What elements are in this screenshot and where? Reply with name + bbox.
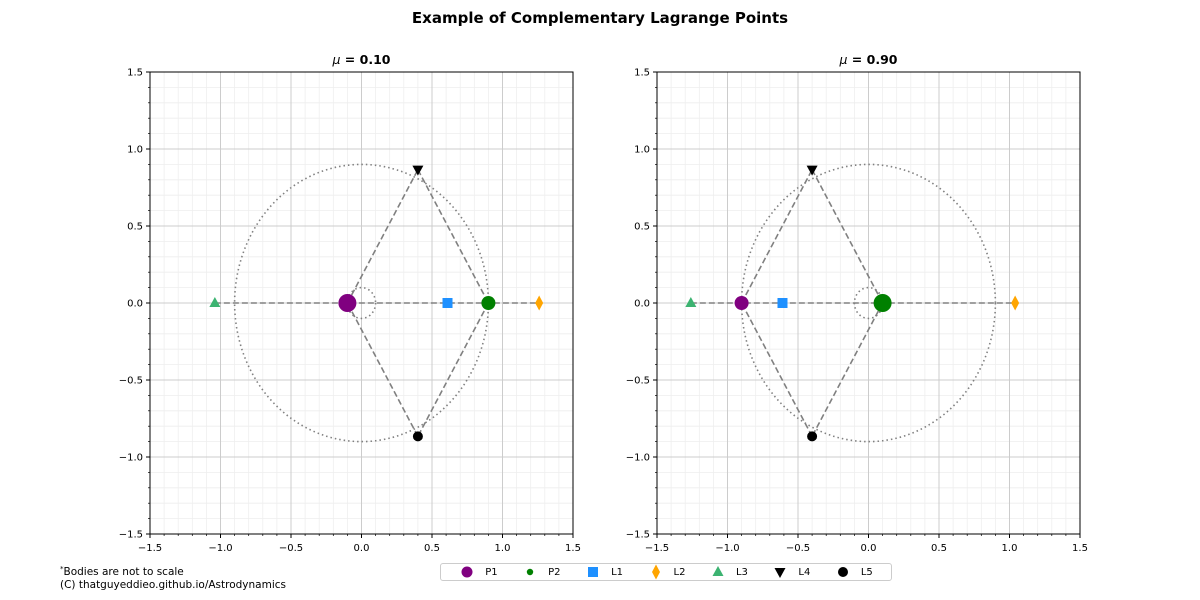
x-tick-label: −1.0 <box>208 543 232 554</box>
legend-item-L5: L5 <box>835 564 873 580</box>
y-tick-label: 1.0 <box>634 145 650 156</box>
legend-marker-P1 <box>461 566 473 578</box>
legend-item-P2: P2 <box>522 564 561 580</box>
legend-item-L1: L1 <box>585 564 623 580</box>
subplot-title-value: = 0.10 <box>340 52 390 67</box>
y-tick-label: 0.5 <box>634 222 650 233</box>
footnote-star: * <box>60 565 64 573</box>
subplot-title-symbol: μ <box>839 52 848 67</box>
x-tick-label: 0.0 <box>354 543 370 554</box>
y-tick-label: −1.0 <box>119 453 143 464</box>
footnote-scale-text: Bodies are not to scale <box>63 566 184 578</box>
guide-line-L4-P2 <box>417 169 490 304</box>
y-tick-label: 1.5 <box>634 68 650 79</box>
orbit-circle-2 <box>740 163 997 443</box>
legend-item-L3: L3 <box>710 564 748 580</box>
legend-item-L4: L4 <box>772 564 810 580</box>
legend-marker-icon <box>588 567 599 577</box>
point-L2 <box>1011 295 1020 311</box>
point-L5 <box>412 431 423 442</box>
y-tick-label: −0.5 <box>119 376 143 387</box>
legend-marker-L3 <box>712 566 724 576</box>
legend-label: P2 <box>548 566 561 578</box>
legend-marker-L4 <box>774 568 786 578</box>
legend-label: L5 <box>860 566 873 578</box>
point-L5 <box>807 431 818 442</box>
y-tick-label: 1.0 <box>127 145 143 156</box>
subplot-title-value: = 0.90 <box>847 52 897 67</box>
y-tick-label: −0.5 <box>626 376 650 387</box>
point-P1 <box>734 296 749 310</box>
guide-line-L4-P2 <box>811 169 884 304</box>
x-tick-label: 0.0 <box>861 543 877 554</box>
y-tick-label: 0.5 <box>127 222 143 233</box>
legend-marker-icon <box>461 566 473 578</box>
legend-label: L4 <box>798 566 811 578</box>
tick-labels: −1.5 −1.0 −0.5 0.0 0.5 1.0 1.5 −1.5 −1.0 −0.5 0.0 0… <box>626 68 1088 555</box>
tick-labels: −1.5 −1.0 −0.5 0.0 0.5 1.0 1.5 −1.5 −1.0 −0.5 0.0 0… <box>119 68 581 555</box>
footnote-copyright: (C) thatguyeddieo.github.io/Astrodynamic… <box>60 579 286 591</box>
legend-marker-L1 <box>588 567 599 577</box>
point-L4 <box>412 165 424 176</box>
x-tick-label: 0.5 <box>931 543 947 554</box>
y-tick-label: −1.0 <box>626 453 650 464</box>
y-tick-label: 0.0 <box>127 299 143 310</box>
figure-title: Example of Complementary Lagrange Points <box>411 9 789 27</box>
point-L1 <box>442 298 453 308</box>
x-tick-label: 1.0 <box>1002 543 1018 554</box>
subplot-title: μ = 0.90 <box>839 52 898 67</box>
subplot-2: −1.5 −1.0 −0.5 0.0 0.5 1.0 1.5 −1.5 −1.0 −0.5 0.0 0… <box>626 52 1088 554</box>
legend-marker-icon <box>712 566 724 576</box>
legend-item-L2: L2 <box>648 564 686 580</box>
guide-line-P1-L4 <box>346 169 419 304</box>
subplot-1: −1.5 −1.0 −0.5 0.0 0.5 1.0 1.5 −1.5 −1.0 −0.5 0.0 0… <box>119 52 581 554</box>
legend-label: L3 <box>735 566 748 578</box>
x-tick-label: −0.5 <box>279 543 303 554</box>
point-P1 <box>338 294 357 312</box>
guide-line-P2-L5 <box>417 302 490 437</box>
x-tick-label: −1.0 <box>715 543 739 554</box>
guide-line-P2-L5 <box>811 302 884 437</box>
y-tick-label: −1.5 <box>119 530 143 541</box>
guide-line-P1-L4 <box>740 169 813 304</box>
footnote-scale-note: *Bodies are not to scale <box>60 565 184 578</box>
legend-marker-icon <box>651 564 660 580</box>
x-tick-label: −1.5 <box>138 543 162 554</box>
legend-marker-icon <box>526 568 534 576</box>
x-tick-label: −0.5 <box>786 543 810 554</box>
x-tick-label: 1.5 <box>1072 543 1088 554</box>
x-tick-label: −1.5 <box>645 543 669 554</box>
y-tick-label: 1.5 <box>127 68 143 79</box>
point-P2 <box>481 296 496 310</box>
legend-marker-icon <box>774 568 786 578</box>
guide-line-L5-P1 <box>346 302 419 437</box>
legend-marker-L5 <box>837 567 848 577</box>
subplot-title-symbol: μ <box>332 52 341 67</box>
point-L4 <box>806 165 818 176</box>
point-L2 <box>535 295 544 311</box>
legend-label: P1 <box>485 566 498 578</box>
legend: P1 P2 L1 L2 L3 L4 L5 <box>440 563 892 581</box>
legend-label: L2 <box>673 566 686 578</box>
legend-item-P1: P1 <box>459 564 498 580</box>
point-P2 <box>873 294 892 312</box>
x-tick-label: 1.0 <box>495 543 511 554</box>
legend-marker-P2 <box>526 568 534 576</box>
legend-label: L1 <box>611 566 623 578</box>
point-L3 <box>209 297 221 307</box>
y-tick-label: 0.0 <box>634 299 650 310</box>
point-L3 <box>685 297 697 307</box>
point-L1 <box>777 298 788 308</box>
x-tick-label: 1.5 <box>565 543 581 554</box>
y-tick-label: −1.5 <box>626 530 650 541</box>
guide-line-L5-P1 <box>740 302 813 437</box>
subplot-title: μ = 0.10 <box>332 52 391 67</box>
legend-marker-L2 <box>651 564 660 580</box>
x-tick-label: 0.5 <box>424 543 440 554</box>
legend-marker-icon <box>837 567 848 577</box>
